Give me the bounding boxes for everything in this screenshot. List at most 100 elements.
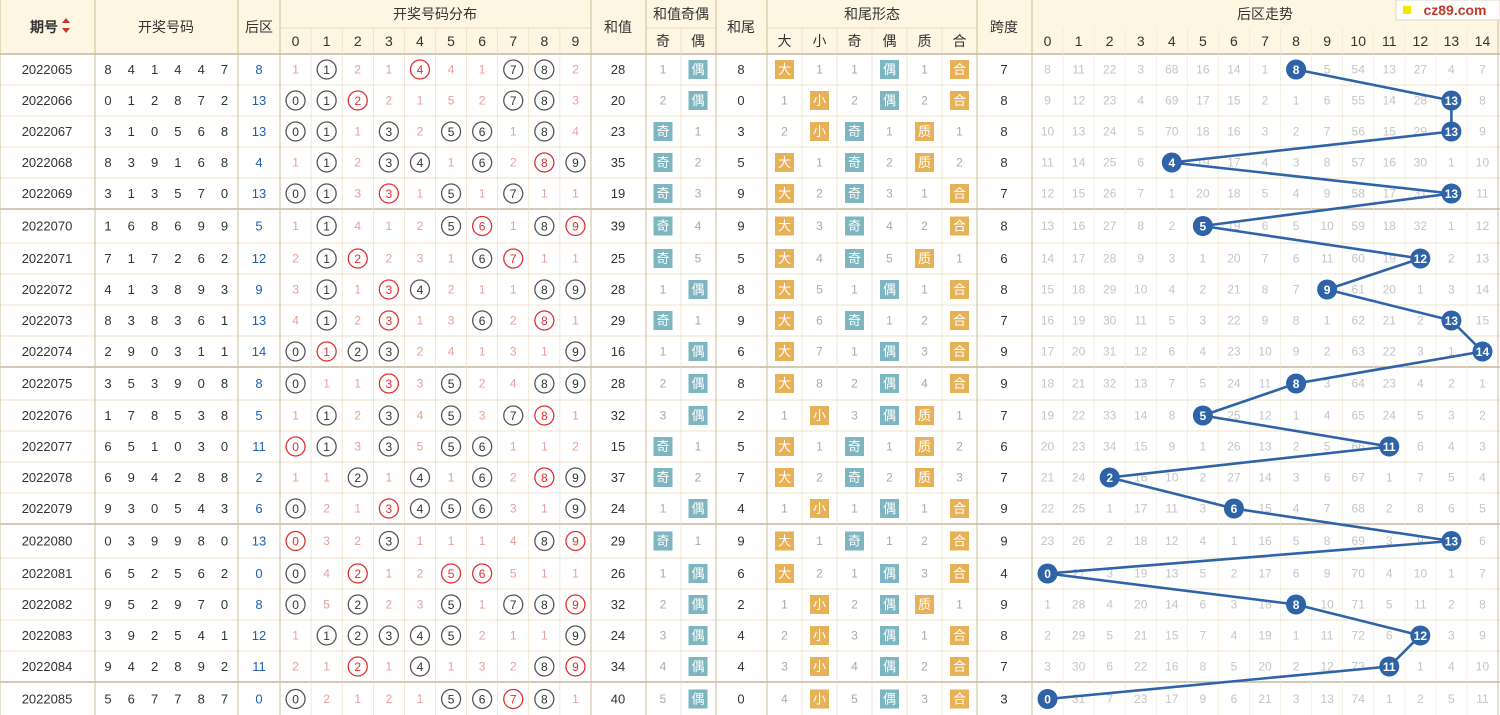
back-number: 9 (255, 282, 262, 297)
trend-miss-count: 6 (1200, 598, 1207, 612)
hit-number-ring (440, 373, 462, 394)
trend-miss-count: 4 (1231, 629, 1238, 643)
miss-count: 3 (417, 377, 424, 391)
repeat-number-ring (378, 279, 400, 300)
miss-count: 1 (851, 567, 858, 581)
sort-up-down-icon[interactable] (62, 28, 70, 33)
issue-cell[interactable]: 2022067 (22, 124, 73, 139)
form-badge-text: 奇 (656, 534, 669, 549)
draw-number: 1 (128, 251, 135, 266)
draw-number: 1 (128, 124, 135, 139)
repeat-number-ring (316, 341, 337, 362)
hit-number: 9 (572, 377, 579, 391)
span-value: 9 (1000, 597, 1007, 612)
miss-count: 4 (781, 692, 788, 706)
hit-number-ring (440, 594, 462, 615)
hit-number-ring (316, 90, 337, 111)
back-number: 0 (255, 566, 262, 581)
form-badge-text: 偶 (691, 597, 704, 612)
issue-cell[interactable]: 2022081 (22, 566, 73, 581)
draw-number: 7 (198, 597, 205, 612)
issue-cell[interactable]: 2022065 (22, 62, 73, 77)
issue-cell[interactable]: 2022078 (22, 470, 73, 485)
miss-count: 1 (816, 156, 823, 170)
trend-miss-count: 17 (1041, 345, 1055, 359)
hit-number: 8 (541, 125, 548, 139)
draw-number: 2 (151, 628, 158, 643)
issue-cell[interactable]: 2022066 (22, 93, 73, 108)
trend-miss-count: 72 (1352, 629, 1366, 643)
hit-number: 4 (417, 63, 424, 77)
form-badge-text: 偶 (883, 344, 896, 359)
form-badge (653, 122, 673, 141)
trend-miss-count: 20 (1196, 187, 1210, 201)
trend-miss-count: 17 (1383, 187, 1397, 201)
form-badge (845, 184, 864, 203)
trend-miss-count: 22 (1383, 345, 1397, 359)
issue-cell[interactable]: 2022074 (22, 344, 73, 359)
back-trend-ball (1410, 625, 1431, 646)
hit-number-ring (440, 625, 462, 646)
trend-miss-count: 29 (1072, 629, 1086, 643)
issue-cell[interactable]: 2022077 (22, 439, 73, 454)
trend-miss-count: 3 (1137, 63, 1144, 77)
draw-number: 2 (174, 251, 181, 266)
trend-miss-count: 5 (1417, 409, 1424, 423)
miss-count: 2 (816, 187, 823, 201)
hit-number: 2 (354, 345, 361, 359)
hit-number-ring (440, 121, 462, 142)
miss-count: 1 (572, 252, 579, 266)
miss-count: 1 (660, 283, 667, 297)
draw-number: 0 (151, 501, 158, 516)
hit-number: 3 (386, 314, 393, 328)
hit-number-ring (347, 594, 368, 615)
sort-up-down-icon[interactable] (62, 18, 70, 23)
miss-count: 2 (572, 440, 579, 454)
issue-cell[interactable]: 2022075 (22, 376, 73, 391)
trend-miss-count: 10 (1320, 598, 1334, 612)
issue-cell[interactable]: 2022073 (22, 313, 73, 328)
draw-number: 6 (174, 219, 181, 234)
issue-cell[interactable]: 2022079 (22, 501, 73, 516)
form-badge (880, 499, 899, 518)
miss-count: 2 (851, 94, 858, 108)
miss-count: 1 (660, 345, 667, 359)
trend-miss-count: 2 (1417, 692, 1424, 706)
issue-cell[interactable]: 2022083 (22, 628, 73, 643)
miss-count: 2 (851, 377, 858, 391)
issue-cell[interactable]: 2022072 (22, 282, 73, 297)
issue-cell[interactable]: 2022071 (22, 251, 73, 266)
form-badge (775, 342, 794, 361)
draw-number: 6 (198, 155, 205, 170)
issue-cell[interactable]: 2022080 (22, 534, 73, 549)
trend-miss-count: 14 (1134, 409, 1148, 423)
trend-miss-count: 7 (1324, 125, 1331, 139)
tail-form-prime-header: 质 (918, 33, 932, 49)
issue-cell[interactable]: 2022082 (22, 597, 73, 612)
hit-number: 7 (510, 63, 517, 77)
trend-miss-count: 7 (1479, 567, 1486, 581)
form-badge (775, 374, 794, 393)
draw-number: 5 (174, 628, 181, 643)
form-badge (688, 689, 708, 709)
hit-number: 0 (292, 598, 299, 612)
issue-cell[interactable]: 2022085 (22, 692, 73, 707)
issue-cell[interactable]: 2022084 (22, 659, 73, 674)
miss-count: 1 (541, 502, 548, 516)
trend-miss-count: 12 (1165, 534, 1179, 548)
issue-cell[interactable]: 2022070 (22, 219, 73, 234)
issue-header[interactable]: 期号 (30, 19, 58, 35)
form-badge (810, 595, 829, 614)
issue-cell[interactable]: 2022076 (22, 408, 73, 423)
miss-count: 1 (510, 440, 517, 454)
issue-cell[interactable]: 2022069 (22, 186, 73, 201)
issue-cell[interactable]: 2022068 (22, 155, 73, 170)
form-badge (845, 216, 864, 236)
draw-number: 4 (104, 282, 111, 297)
form-badge (950, 311, 969, 330)
draw-number: 9 (151, 155, 158, 170)
hit-number: 3 (386, 502, 393, 516)
trend-miss-count: 26 (1103, 187, 1117, 201)
draw-number: 3 (104, 124, 111, 139)
miss-count: 3 (572, 94, 579, 108)
